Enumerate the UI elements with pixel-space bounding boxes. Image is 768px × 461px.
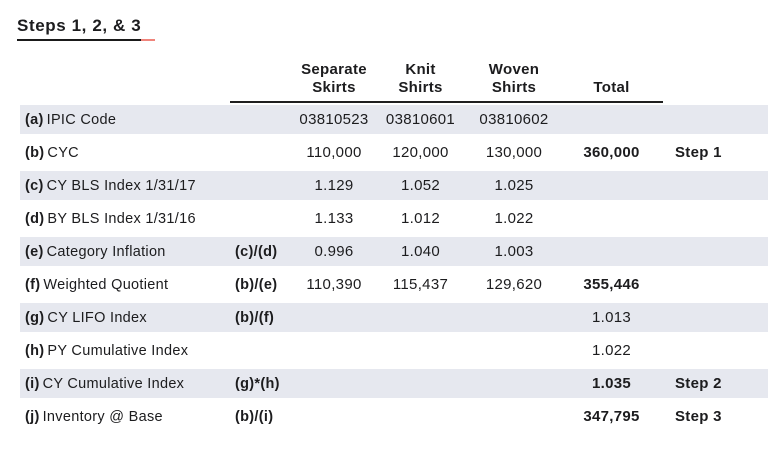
cell-value: 03810602: [479, 111, 549, 128]
cell-value: 1.040: [400, 243, 441, 260]
table-row-e-category-inflation: (e) Category Inflation (c)/(d) 0.996 1.04…: [20, 235, 768, 268]
column-header-separate-skirts: Separate Skirts: [301, 61, 367, 96]
row-formula: (c)/(d): [235, 243, 278, 260]
cell-value: 1.133: [314, 210, 354, 227]
column-header-total: Total: [593, 79, 630, 96]
step-label: Step 2: [675, 375, 722, 392]
cell-value: 1.022: [494, 210, 534, 227]
row-label: (j) Inventory @ Base: [25, 408, 163, 425]
step-label: Step 3: [675, 408, 722, 425]
row-formula: (b)/(f): [235, 309, 275, 326]
table-row-g-cy-lifo-index: (g) CY LIFO Index (b)/(f) 1.013: [20, 301, 768, 334]
lifo-calculation-table: Separate Skirts Knit Shirts Woven Shirts…: [20, 55, 768, 433]
row-formula: (b)/(i): [235, 408, 274, 425]
row-label: (b) CYC: [25, 144, 79, 161]
table-row-j-inventory-at-base: (j) Inventory @ Base (b)/(i) 347,795 Step…: [20, 400, 768, 433]
page-title-text: Steps 1, 2, & 3: [17, 16, 142, 41]
cell-value: 1.052: [400, 177, 441, 194]
row-label: (f) Weighted Quotient: [25, 276, 169, 293]
cell-value: 120,000: [392, 144, 449, 161]
page-title: Steps 1, 2, & 3: [17, 16, 156, 41]
cell-value: 1.012: [400, 210, 441, 227]
cell-value: 0.996: [314, 243, 354, 260]
cell-total: 360,000: [583, 144, 640, 161]
row-formula: (b)/(e): [235, 276, 278, 293]
table-row-i-cy-cumulative-index: (i) CY Cumulative Index (g)*(h) 1.035 Ste…: [20, 367, 768, 400]
table-row-c-cy-bls-index: (c) CY BLS Index 1/31/17 1.129 1.052 1.02…: [20, 169, 768, 202]
cell-value: 03810523: [299, 111, 369, 128]
cell-value: 1.025: [494, 177, 534, 194]
row-label: (g) CY LIFO Index: [25, 309, 147, 326]
cell-value: 110,000: [306, 144, 362, 161]
row-label: (h) PY Cumulative Index: [25, 342, 189, 359]
cell-value: 1.129: [314, 177, 354, 194]
row-formula: (g)*(h): [235, 375, 280, 392]
cell-total: 355,446: [583, 276, 640, 293]
table-row-b-cyc: (b) CYC 110,000 120,000 130,000 360,000 S…: [20, 136, 768, 169]
title-underline-red-tail: [141, 39, 156, 41]
cell-value: 115,437: [392, 276, 449, 293]
table-header-row: Separate Skirts Knit Shirts Woven Shirts…: [20, 55, 768, 103]
row-label: (e) Category Inflation: [25, 243, 166, 260]
step-label: Step 1: [675, 144, 722, 161]
cell-value: 129,620: [485, 276, 543, 293]
column-header-knit-shirts: Knit Shirts: [398, 61, 443, 96]
table-row-a-ipic-code: (a) IPIC Code 03810523 03810601 03810602: [20, 103, 768, 136]
table-row-f-weighted-quotient: (f) Weighted Quotient (b)/(e) 110,390 115…: [20, 268, 768, 301]
cell-value: 03810601: [385, 111, 456, 128]
row-label: (a) IPIC Code: [25, 111, 117, 128]
cell-value: 130,000: [485, 144, 543, 161]
cell-total: 1.013: [591, 309, 632, 326]
row-label: (i) CY Cumulative Index: [25, 375, 185, 392]
column-header-woven-shirts: Woven Shirts: [488, 61, 540, 96]
cell-total: 1.035: [591, 375, 632, 392]
table-row-d-by-bls-index: (d) BY BLS Index 1/31/16 1.133 1.012 1.02…: [20, 202, 768, 235]
cell-value: 110,390: [306, 276, 362, 293]
row-label: (c) CY BLS Index 1/31/17: [25, 177, 196, 194]
table-row-h-py-cumulative-index: (h) PY Cumulative Index 1.022: [20, 334, 768, 367]
cell-total: 347,795: [583, 408, 640, 425]
header-underline: [230, 101, 663, 103]
row-label: (d) BY BLS Index 1/31/16: [25, 210, 196, 227]
cell-value: 1.003: [494, 243, 534, 260]
cell-total: 1.022: [591, 342, 632, 359]
